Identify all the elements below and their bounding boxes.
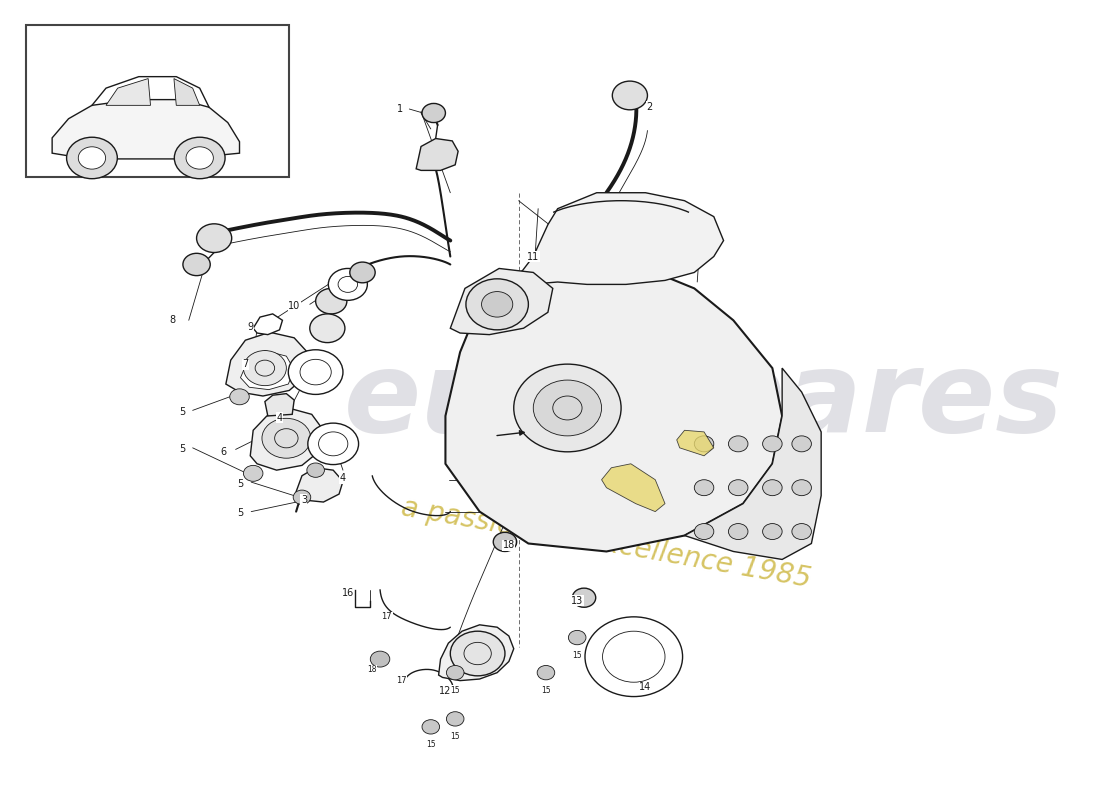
Circle shape [243,350,286,386]
Circle shape [466,279,528,330]
Circle shape [197,224,232,253]
Polygon shape [241,350,294,390]
Polygon shape [446,257,782,551]
Circle shape [422,103,446,122]
Circle shape [728,523,748,539]
Circle shape [585,617,683,697]
Polygon shape [106,78,151,106]
Circle shape [728,436,748,452]
Circle shape [262,418,311,458]
FancyBboxPatch shape [25,26,289,177]
Polygon shape [676,430,714,456]
Circle shape [792,436,812,452]
Circle shape [762,480,782,496]
Circle shape [694,436,714,452]
Text: 5: 5 [179,407,185,417]
Text: 6: 6 [221,447,227,457]
Polygon shape [602,464,666,512]
Circle shape [450,631,505,676]
Text: 3: 3 [301,494,307,505]
Circle shape [694,480,714,496]
Polygon shape [174,78,200,106]
Text: 5: 5 [179,445,185,454]
Polygon shape [250,408,323,470]
Text: 18: 18 [503,540,515,550]
Text: 16: 16 [342,588,354,598]
Text: 15: 15 [541,686,551,694]
Circle shape [78,147,106,169]
Circle shape [572,588,596,607]
Polygon shape [439,625,514,681]
Circle shape [307,463,324,478]
Circle shape [537,666,554,680]
Polygon shape [265,394,294,416]
Text: 8: 8 [169,315,175,326]
Circle shape [447,712,464,726]
Circle shape [792,480,812,496]
Circle shape [316,288,346,314]
Polygon shape [253,314,283,334]
Polygon shape [450,269,553,334]
Text: 1: 1 [396,104,403,114]
Circle shape [230,389,250,405]
Text: 15: 15 [572,650,582,660]
Polygon shape [296,468,343,502]
Circle shape [762,523,782,539]
Text: a passion for excellence 1985: a passion for excellence 1985 [399,494,814,594]
Circle shape [288,350,343,394]
Text: 11: 11 [527,251,539,262]
Text: 2: 2 [647,102,652,112]
Circle shape [493,532,517,551]
Circle shape [350,262,375,283]
Circle shape [308,423,359,465]
Polygon shape [684,368,822,559]
Circle shape [613,81,648,110]
Circle shape [569,630,586,645]
Text: 10: 10 [288,301,300,311]
Text: 5: 5 [238,508,243,518]
Circle shape [243,466,263,482]
Circle shape [422,720,440,734]
Text: 15: 15 [450,686,460,694]
Text: 9: 9 [248,322,253,332]
Text: 12: 12 [439,686,452,696]
Text: 17: 17 [396,676,407,685]
Circle shape [447,666,464,680]
Circle shape [174,138,226,178]
Circle shape [534,380,602,436]
Circle shape [482,291,513,317]
Polygon shape [416,138,458,170]
Circle shape [694,523,714,539]
Circle shape [294,490,311,505]
Text: 4: 4 [276,413,283,422]
Text: 18: 18 [367,665,377,674]
Text: 15: 15 [426,740,436,749]
Text: 15: 15 [450,732,460,741]
Polygon shape [226,332,309,396]
Circle shape [792,523,812,539]
Circle shape [514,364,622,452]
Text: 17: 17 [382,612,393,622]
Polygon shape [52,100,240,159]
Text: 7: 7 [242,359,249,369]
Polygon shape [509,193,724,288]
Text: 5: 5 [238,478,243,489]
Circle shape [371,651,389,667]
Circle shape [728,480,748,496]
Text: 14: 14 [639,682,651,692]
Circle shape [310,314,345,342]
Circle shape [186,147,213,169]
Circle shape [328,269,367,300]
Text: 4: 4 [340,473,346,483]
Circle shape [762,436,782,452]
Circle shape [67,138,118,178]
Text: 13: 13 [571,596,583,606]
Circle shape [603,631,666,682]
Text: eurospares: eurospares [344,345,1064,455]
Circle shape [183,254,210,276]
